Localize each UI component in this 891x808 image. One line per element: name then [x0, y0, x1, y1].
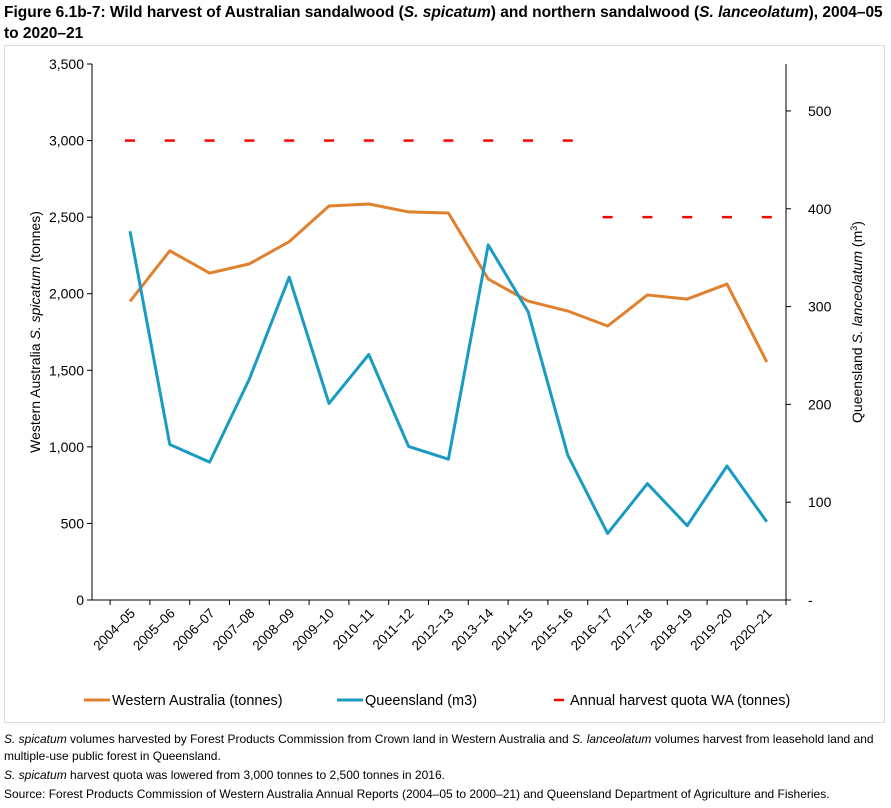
note-1: S. spicatum volumes harvested by Forest …: [4, 732, 874, 763]
x-tick-label: 2014–15: [488, 606, 536, 654]
x-tick-label: 2010–11: [330, 606, 377, 653]
left-tick-label: 1,000: [49, 439, 84, 455]
source-note: Source: Forest Products Commission of We…: [4, 787, 830, 801]
left-tick-label: 0: [76, 592, 84, 608]
legend-label: Annual harvest quota WA (tonnes): [570, 693, 790, 709]
left-tick-label: 2,500: [49, 209, 84, 225]
left-tick-label: 3,000: [49, 133, 84, 149]
right-tick-label: 100: [808, 494, 832, 510]
x-tick-label: 2005–06: [130, 606, 178, 654]
right-tick-label: -: [808, 592, 813, 608]
x-tick-label: 2019–20: [687, 606, 735, 654]
legend-label: Queensland (m3): [365, 693, 477, 709]
x-tick-label: 2008–09: [250, 606, 298, 654]
left-tick-label: 2,000: [49, 286, 84, 302]
right-axis-title: Queensland S. lanceolatum (m3): [849, 221, 865, 423]
left-axis-title: Western Australia S. spicatum (tonnes): [27, 211, 43, 453]
series-line-western-australia: [128, 202, 769, 363]
x-tick-label: 2004–05: [90, 606, 138, 654]
note-2: S. spicatum harvest quota was lowered fr…: [4, 768, 445, 782]
right-tick-label: 200: [808, 396, 832, 412]
chart-frame: [4, 45, 885, 723]
x-tick-label: 2012–13: [409, 606, 457, 654]
left-tick-label: 500: [61, 515, 85, 531]
right-tick-label: 500: [808, 103, 832, 119]
legend-label: Western Australia (tonnes): [112, 693, 283, 709]
x-tick-label: 2007–08: [210, 606, 258, 654]
series-line-queensland: [128, 230, 769, 535]
x-tick-label: 2009–10: [289, 606, 337, 654]
right-tick-label: 300: [808, 299, 832, 315]
x-tick-label: 2006–07: [170, 606, 218, 654]
left-tick-label: 3,500: [49, 56, 84, 72]
x-tick-label: 2015–16: [528, 606, 576, 654]
left-tick-label: 1,500: [49, 362, 84, 378]
right-tick-label: 400: [808, 201, 832, 217]
x-tick-label: 2018–19: [648, 606, 696, 654]
chart-title: Figure 6.1b-7: Wild harvest of Australia…: [4, 4, 883, 42]
x-tick-label: 2011–12: [370, 606, 417, 653]
x-tick-label: 2020–21: [727, 606, 775, 654]
x-tick-label: 2016–17: [568, 606, 616, 654]
x-tick-label: 2013–14: [449, 605, 497, 653]
x-tick-label: 2017–18: [608, 606, 656, 654]
